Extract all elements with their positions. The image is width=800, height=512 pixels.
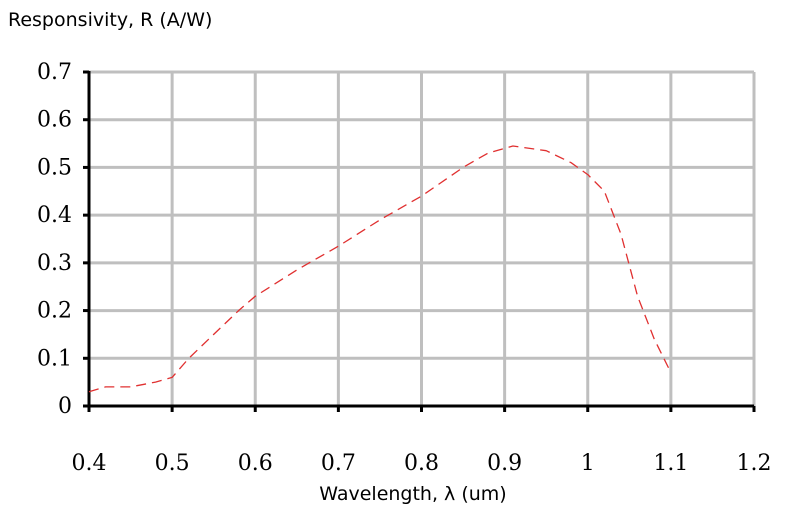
x-tick-label: 0.6 bbox=[238, 451, 273, 476]
responsivity-curve bbox=[88, 145, 672, 393]
y-tick-label: 0.4 bbox=[37, 203, 72, 228]
x-tick-label: 0.7 bbox=[321, 451, 356, 476]
plot-frame bbox=[83, 70, 756, 412]
x-tick-label: 0.5 bbox=[155, 451, 190, 476]
y-tick-label: 0.3 bbox=[37, 251, 72, 276]
grid-lines bbox=[89, 72, 754, 406]
tick-labels: 0 0.1 0.2 0.3 0.4 0.5 0.6 0.7 0.4 0.5 0.6 0.7 0.8 0.9… bbox=[37, 60, 772, 476]
y-tick-label: 0.2 bbox=[37, 299, 72, 324]
y-tick-label: 0.7 bbox=[37, 60, 72, 85]
x-tick-label: 0.8 bbox=[404, 451, 439, 476]
y-tick-label: 0.1 bbox=[37, 346, 72, 371]
data-series bbox=[88, 145, 672, 393]
x-tick-label: 0.4 bbox=[72, 451, 107, 476]
x-axis-title: Wavelength, λ (um) bbox=[319, 483, 506, 505]
y-tick-label: 0.6 bbox=[37, 108, 72, 133]
x-tick-label: 1.1 bbox=[653, 451, 688, 476]
y-axis-title: Responsivity, R (A/W) bbox=[8, 9, 212, 31]
x-tick-label: 1.2 bbox=[737, 451, 772, 476]
y-tick-label: 0.5 bbox=[37, 155, 72, 180]
y-tick-label: 0 bbox=[58, 394, 72, 419]
x-tick-label: 0.9 bbox=[487, 451, 522, 476]
x-tick-label: 1 bbox=[581, 451, 595, 476]
